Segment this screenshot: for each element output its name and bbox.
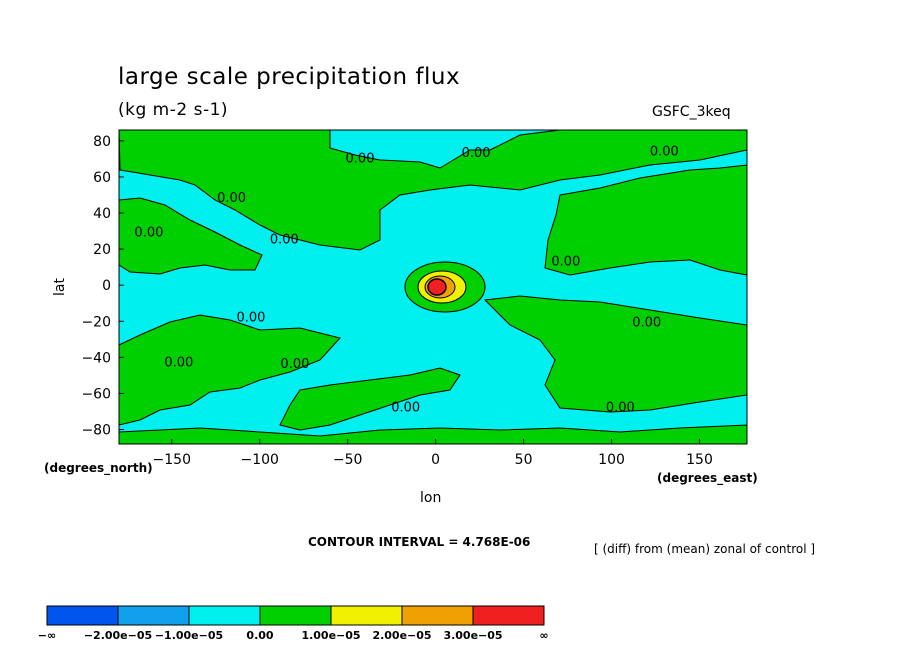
positive-region-north-west	[118, 129, 748, 251]
y-tick-label: 20	[93, 242, 111, 258]
colorbar-swatch	[472, 605, 545, 626]
x-tick-label: 0	[431, 452, 440, 468]
colorbar-label: 3.00e−05	[443, 629, 502, 642]
y-tick-label: −20	[81, 314, 111, 330]
colorbar: −∞ −2.00e−05 −1.00e−05 0.00 1.00e−05 2.00e−05…	[38, 605, 549, 642]
colorbar-label: −2.00e−05	[84, 629, 152, 642]
contour-label: 0.00	[280, 357, 309, 372]
x-tick-label: −50	[333, 452, 363, 468]
contour-interval: CONTOUR INTERVAL = 4.768E-06	[308, 535, 531, 549]
contour-label: 0.00	[134, 225, 163, 240]
y-tick-label: 0	[102, 278, 111, 294]
x-tick-label: −100	[241, 452, 279, 468]
x-tick-label: 150	[686, 452, 713, 468]
colorbar-swatch	[188, 605, 261, 626]
x-units-label: (degrees_east)	[657, 471, 758, 485]
contour-label: 0.00	[551, 254, 580, 269]
contour-label: 0.00	[346, 151, 375, 166]
x-tick-label: 50	[515, 452, 533, 468]
contour-labels: 0.00 0.00 0.00 0.00 0.00 0.00 0.00 0.00 0.00 0.00…	[134, 144, 678, 415]
y-units-label: (degrees_north)	[44, 461, 153, 475]
colorbar-label: 0.00	[246, 629, 273, 642]
chart-units: (kg m-2 s-1)	[118, 100, 229, 120]
chart-title: large scale precipitation flux	[118, 64, 461, 90]
plot-frame	[118, 129, 748, 445]
colorbar-swatch	[46, 605, 119, 626]
positive-region-east	[483, 295, 748, 413]
colorbar-label: 2.00e−05	[372, 629, 431, 642]
contour-label: 0.00	[217, 191, 246, 206]
contour-label: 0.00	[164, 355, 193, 370]
diff-note: [ (diff) from (mean) zonal of control ]	[594, 542, 816, 556]
y-axis-label: lat	[52, 278, 68, 296]
positive-region-west	[118, 197, 263, 275]
colorbar-label: 1.00e−05	[301, 629, 360, 642]
colorbar-swatch	[330, 605, 403, 626]
contour-label: 0.00	[270, 233, 299, 248]
y-tick-label: 80	[93, 134, 111, 150]
x-tick-label: −150	[153, 452, 191, 468]
x-tick-label: 100	[598, 452, 625, 468]
y-tick-label: −80	[81, 423, 111, 439]
anomaly-core	[427, 278, 447, 296]
colorbar-label: −∞	[38, 629, 56, 642]
contour-label: 0.00	[462, 146, 491, 161]
colorbar-swatch	[117, 605, 190, 626]
contour-label: 0.00	[632, 316, 661, 331]
run-label: GSFC_3keq	[652, 104, 731, 120]
colorbar-label: ∞	[539, 629, 548, 642]
positive-region-south-centre	[279, 367, 461, 431]
y-tick-label: −40	[81, 350, 111, 366]
contour-label: 0.00	[650, 144, 679, 159]
contour-label: 0.00	[391, 401, 420, 416]
axis-ticks: −150 −100 −50 0 50 100 150 80 60 40 20 0 −20 −40 −60 −8…	[81, 134, 712, 468]
contour-label: 0.00	[606, 401, 635, 416]
positive-region-north-east	[544, 164, 748, 276]
y-tick-label: −60	[81, 386, 111, 402]
y-tick-label: 60	[93, 170, 111, 186]
colorbar-swatch	[259, 605, 332, 626]
map-field	[118, 129, 748, 445]
colorbar-swatch	[401, 605, 474, 626]
positive-region-south-west	[118, 314, 341, 426]
colorbar-label: −1.00e−05	[155, 629, 223, 642]
y-tick-label: 40	[93, 206, 111, 222]
contour-label: 0.00	[236, 310, 265, 325]
x-axis-label: lon	[420, 490, 442, 506]
